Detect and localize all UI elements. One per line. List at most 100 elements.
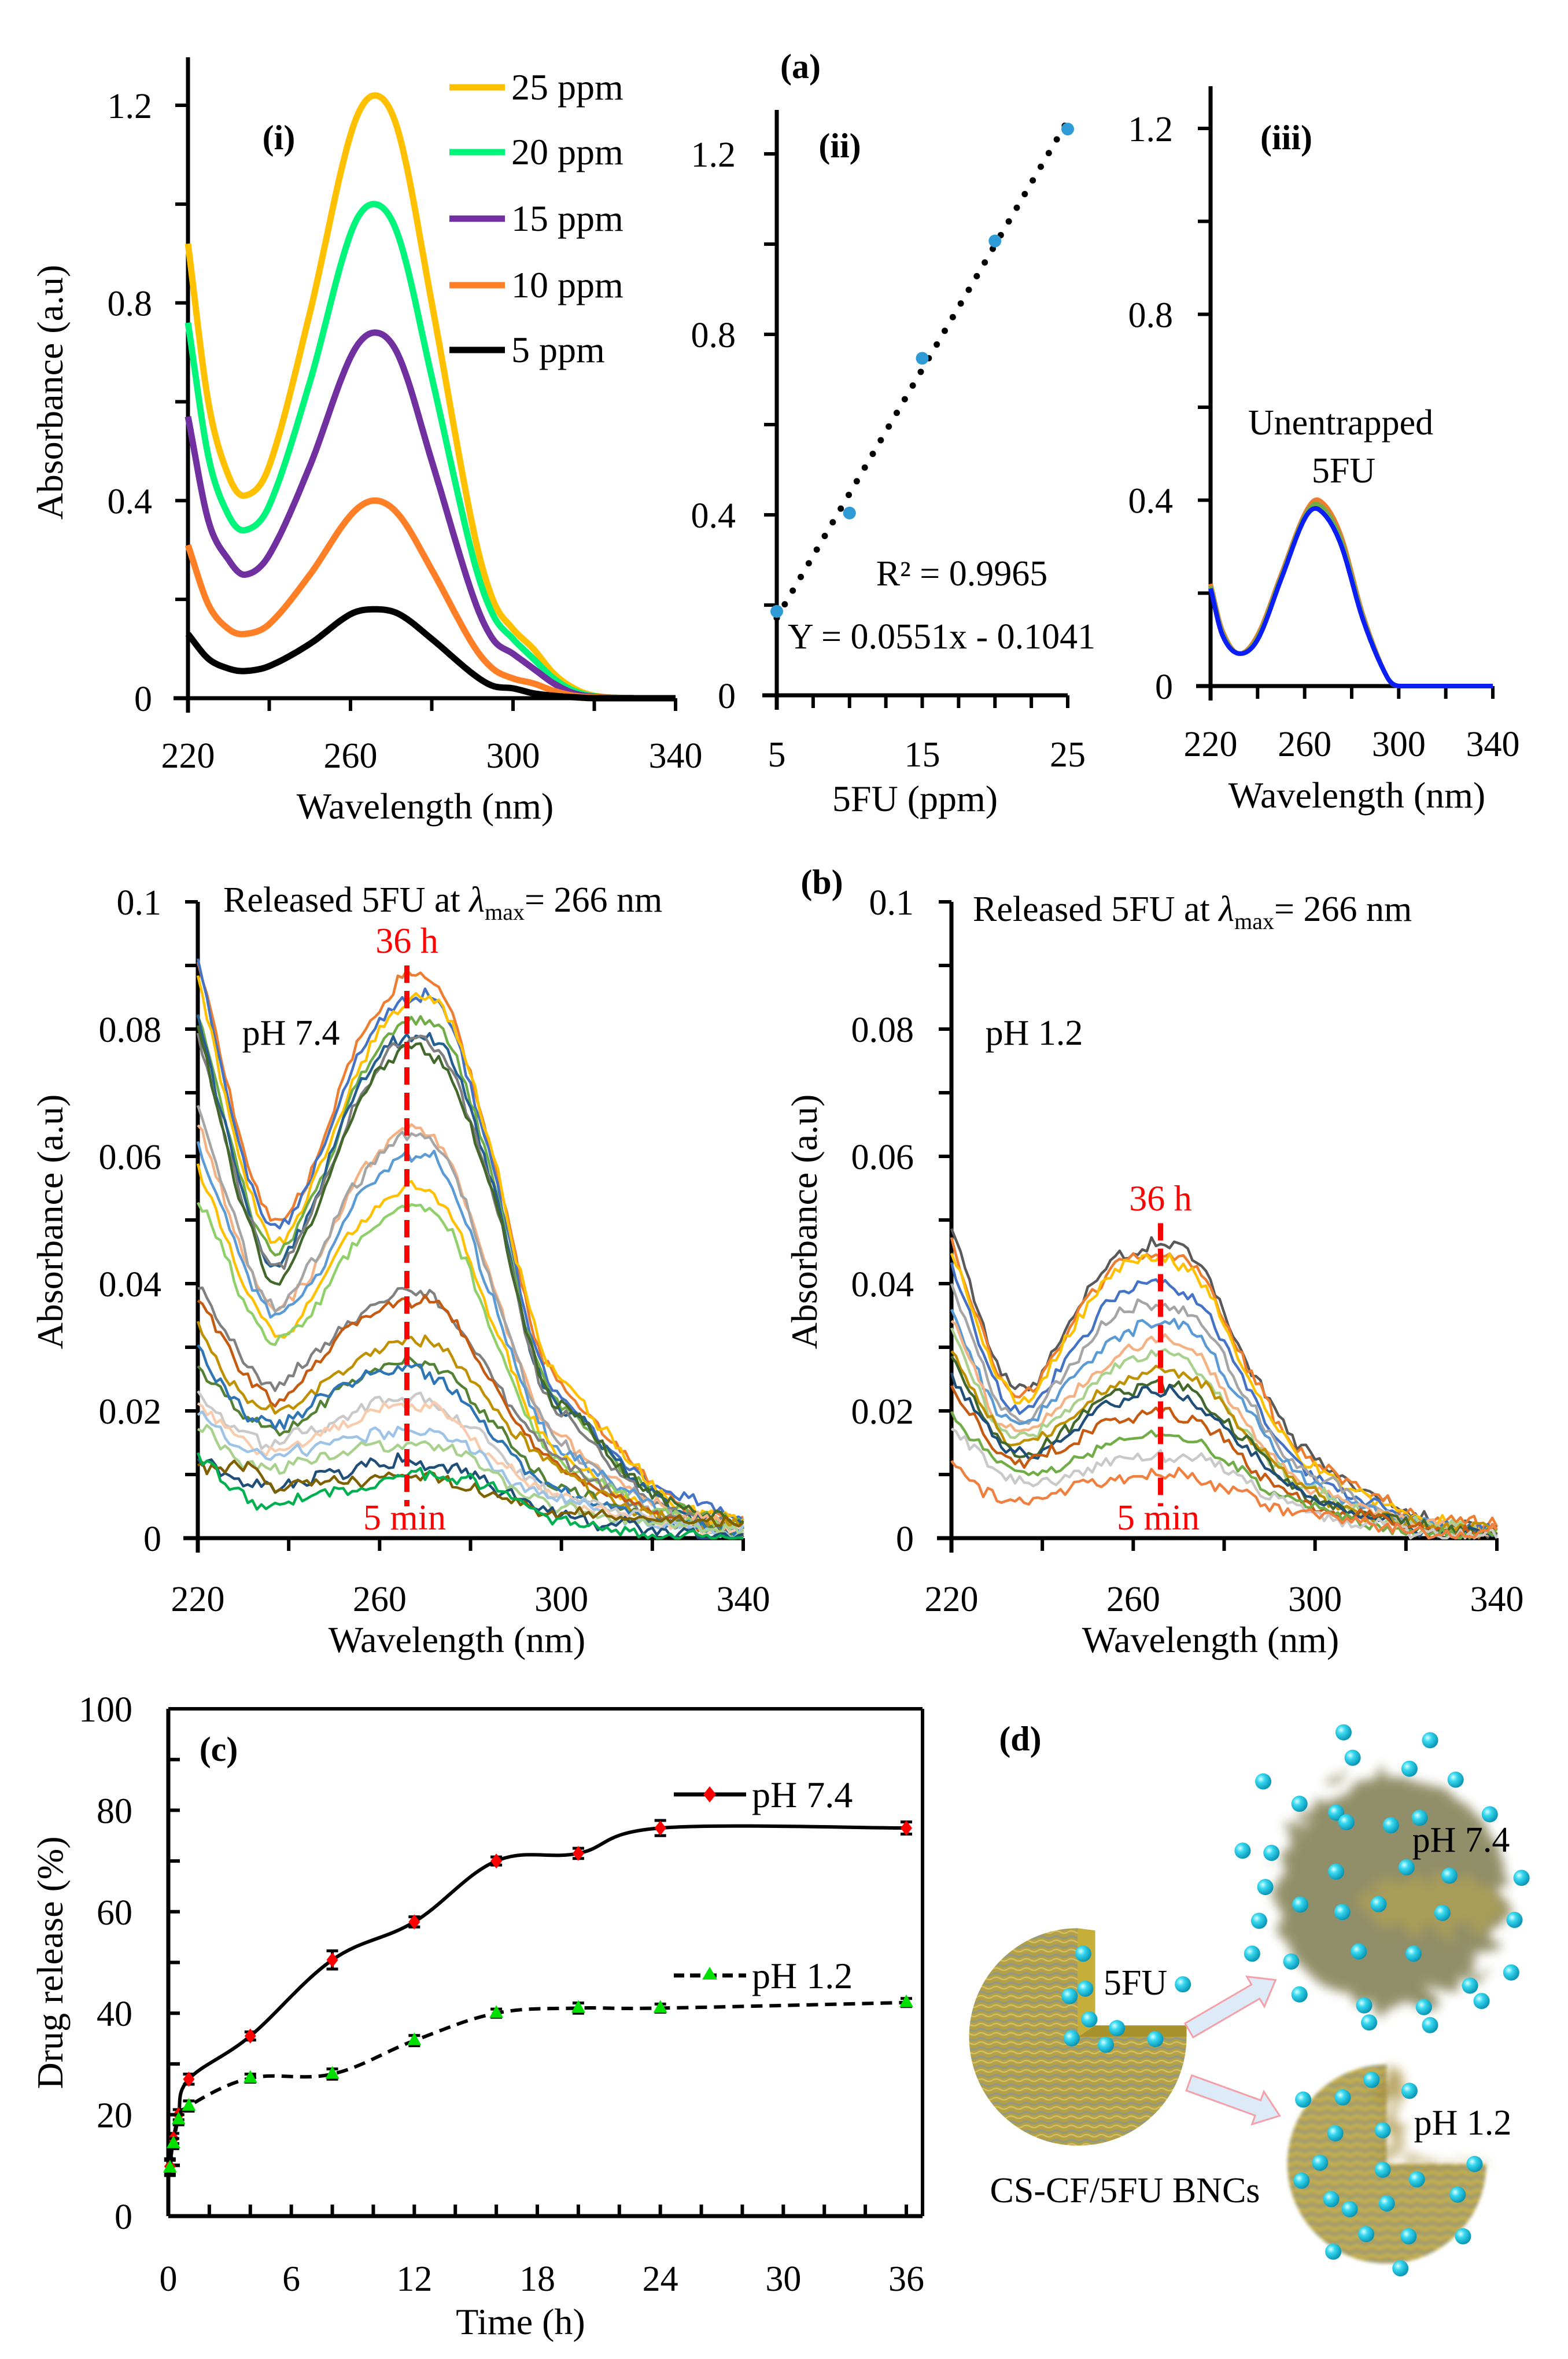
drug-molecule-icon [1244, 1945, 1260, 1962]
drug-molecule-icon [1415, 1999, 1432, 2015]
release-ph74-label: pH 7.4 [1412, 1820, 1510, 1860]
spectrum-line [197, 1123, 744, 1531]
spectrum-line-25ppm [185, 92, 677, 702]
y-tick-label: 0.02 [99, 1392, 162, 1432]
axes: 0 0.02 0.04 0.06 0.08 0.1 220 260 300 340 [851, 883, 1524, 1619]
time-label-36h: 36 h [375, 922, 438, 961]
x-tick-label: 300 [534, 1580, 588, 1619]
drug-molecule-icon [1283, 1953, 1300, 1970]
legend-label-25ppm: 25 ppm [511, 67, 623, 108]
drug-molecule-icon [1263, 1845, 1280, 1862]
data-point-diamond [654, 1820, 666, 1836]
drug-molecule-icon [1255, 1773, 1272, 1790]
trendline-dot [1013, 204, 1020, 211]
drug-molecule-icon [1400, 2228, 1417, 2244]
title-suffix: = 266 nm [525, 880, 662, 920]
trendline-dot [805, 560, 812, 567]
figure-label-d: (d) [999, 1720, 1041, 1758]
x-tick-label: 220 [161, 736, 215, 776]
drug-molecule-icon [1257, 1879, 1274, 1896]
trendline-dot [893, 410, 900, 416]
figure-label-a: (a) [780, 47, 821, 86]
drug-molecule-icon [1234, 1842, 1251, 1859]
drug-molecule-icon [1370, 1896, 1387, 1912]
trendline-dot [821, 532, 828, 539]
spectrum-line [950, 1411, 1498, 1540]
x-tick-label: 340 [1470, 1580, 1524, 1619]
legend-marker-diamond [703, 1786, 716, 1803]
y-tick-label: 0 [718, 677, 736, 716]
drug-molecule-icon [1325, 2243, 1342, 2260]
carrier-cut-face [1386, 2064, 1486, 2164]
title-subscript: max [1234, 908, 1274, 934]
data-point-triangle [899, 1994, 913, 2007]
drug-molecule-icon [1503, 1964, 1519, 1981]
x-tick-label: 260 [1106, 1580, 1160, 1619]
x-tick-label: 15 [905, 735, 940, 775]
drug-molecule-icon [1466, 2155, 1483, 2172]
panel-label-iii: (iii) [1260, 119, 1312, 157]
drug-molecule-icon [1378, 2195, 1395, 2212]
drug-molecule-icon [1328, 1863, 1345, 1880]
release-mechanism-drawing [969, 1724, 1530, 2277]
panel-a-iii-chart: (iii) Wavelength (nm) Unentrapped 5FU 0 0… [1128, 86, 1520, 816]
drug-molecule-icon [1356, 1997, 1373, 2014]
data-point-diamond [490, 1853, 503, 1869]
drug-molecule-icon [1392, 2260, 1409, 2277]
axes: 0 20 40 60 80 100 0 6 12 18 24 30 36 [79, 1690, 924, 2299]
spectrum-line [197, 1424, 744, 1538]
trendline-dot [1005, 218, 1012, 225]
drug-molecule-icon [1473, 1993, 1490, 2010]
data-point-diamond [326, 1952, 338, 1968]
data-point-triangle [571, 2000, 585, 2013]
r-squared-annotation: R² = 0.9965 [876, 554, 1047, 594]
y-axis-title: Absorbance (a.u) [29, 265, 71, 520]
drug-molecule-icon [1061, 1988, 1078, 2004]
trendline-dot [917, 368, 924, 375]
trendline-dot [781, 601, 788, 608]
series-line-pH12 [168, 2000, 907, 2169]
chart-title: Released 5FU at λmax= 266 nm [223, 880, 662, 925]
condition-label: pH 7.4 [242, 1013, 340, 1053]
spectrum-line [196, 1141, 744, 1535]
condition-label: pH 1.2 [986, 1013, 1083, 1053]
y-axis-title: Drug release (%) [29, 1836, 71, 2089]
drug-molecule-icon [1358, 2226, 1375, 2243]
data-point-triangle [653, 2000, 667, 2013]
y-tick-label: 0.06 [99, 1138, 162, 1177]
drug-molecule-icon [1334, 1904, 1351, 1921]
drug-molecule-icon [1506, 1911, 1523, 1928]
figure-label-b: (b) [800, 863, 843, 901]
data-point-diamond [408, 1914, 420, 1930]
figure-label-c: (c) [200, 1730, 238, 1768]
spectrum-line [196, 1321, 744, 1532]
drug-molecule-icon [1481, 1806, 1498, 1823]
y-tick-label: 1.2 [1128, 110, 1174, 149]
drug-molecule-icon [1295, 2091, 1312, 2108]
drug-molecule-icon [1147, 2031, 1164, 2047]
trendline-dot [949, 314, 956, 320]
x-axis-title: Wavelength (nm) [1082, 1619, 1339, 1660]
spectrum-line [196, 1201, 744, 1538]
panel-c-release-chart: (c) Drug release (%) Time (h) pH 7.4 pH … [29, 1690, 924, 2342]
spectrum-line [197, 1410, 744, 1539]
y-axis-title: Absorbance (a.u) [784, 1094, 825, 1350]
x-tick-label: 6 [282, 2260, 300, 2299]
drug-molecule-icon [1097, 2036, 1114, 2053]
title-lambda: λ [468, 880, 485, 920]
panel-label-ii: (ii) [818, 127, 861, 165]
y-tick-label: 40 [97, 1995, 132, 2034]
y-tick-label: 0.1 [117, 883, 162, 923]
drug-molecule-icon [1351, 1943, 1367, 1960]
data-point [843, 506, 856, 519]
spectrum-line [196, 1452, 744, 1540]
y-tick-label: 0.4 [691, 496, 736, 536]
trendline-dot [845, 492, 852, 499]
y-tick-label: 0 [143, 1520, 161, 1559]
drug-molecule-icon [1323, 2191, 1340, 2207]
y-tick-label: 0.08 [851, 1011, 914, 1050]
trendline-dot [797, 573, 804, 580]
x-axis-title: 5FU (ppm) [832, 778, 998, 819]
x-tick-label: 36 [888, 2260, 924, 2299]
drug-molecule-icon [1363, 2072, 1380, 2088]
